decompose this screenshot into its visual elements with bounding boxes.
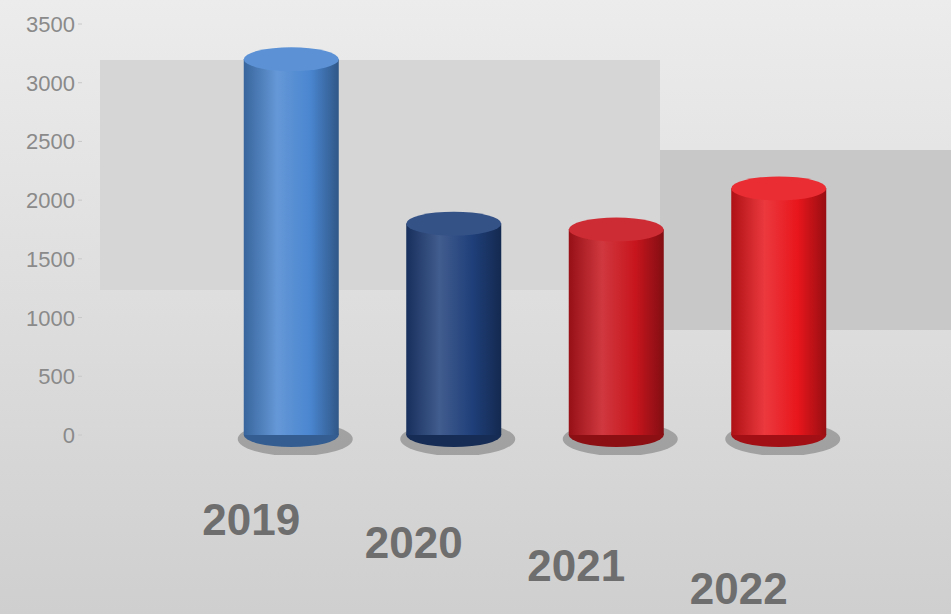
tick-mark: [78, 435, 82, 436]
tick-label: 1000: [26, 306, 75, 331]
tick-mark: [78, 376, 82, 377]
tick-label: 2500: [26, 129, 75, 154]
tick-label: 500: [38, 364, 75, 389]
bar: [731, 188, 826, 435]
tick-mark: [78, 141, 82, 142]
tick-mark: [78, 258, 82, 259]
bars: [238, 47, 841, 455]
tick-label: 1500: [26, 247, 75, 272]
category-label: 2021: [527, 541, 625, 590]
tick-mark: [78, 200, 82, 201]
bar-top: [406, 212, 501, 236]
bar-top: [569, 218, 664, 242]
tick-label: 3500: [26, 12, 75, 37]
background: [0, 0, 951, 614]
tick-label: 2000: [26, 188, 75, 213]
tick-label: 3000: [26, 71, 75, 96]
category-label: 2022: [690, 564, 788, 613]
tick-mark: [78, 82, 82, 83]
bar: [244, 59, 339, 435]
tick-mark: [78, 317, 82, 318]
category-label: 2020: [365, 518, 463, 567]
tick-label: 0: [63, 423, 75, 448]
bar: [569, 230, 664, 436]
bar-top: [244, 47, 339, 71]
bar: [406, 224, 501, 435]
bar-top: [731, 176, 826, 200]
chart: 0 500 1000 1500 2000 2500 3000 3500 2019 2020 2021…: [0, 0, 951, 614]
tick-mark: [78, 24, 82, 25]
category-label: 2019: [202, 495, 300, 544]
